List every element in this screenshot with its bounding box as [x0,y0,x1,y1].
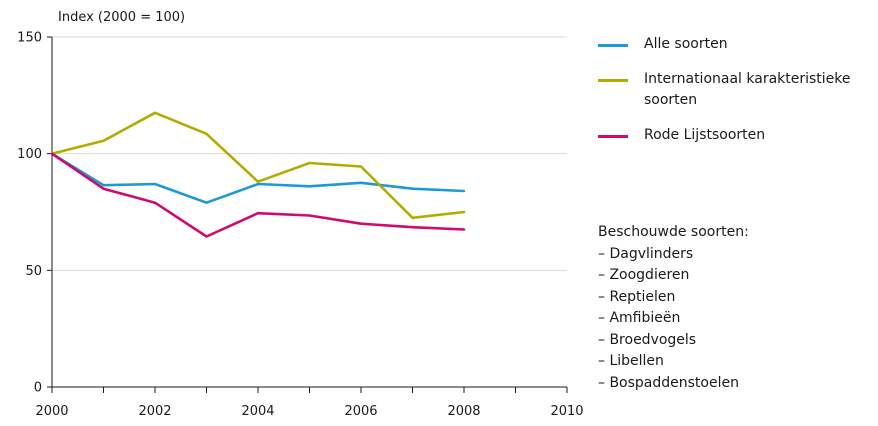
legend-label: Rode Lijstsoorten [644,127,766,143]
series-lines [50,111,466,238]
y-tick-label: 150 [17,31,42,46]
y-tick-label: 100 [17,147,42,162]
note-item: Libellen [598,351,749,373]
y-tick-label: 50 [25,264,42,279]
series-line-internationaal-karakteristieke-soorten [50,111,466,220]
series-line-alle-soorten [50,152,466,204]
note-item: Dagvlinders [598,244,749,266]
legend-item-internationaal: Internationaal karakteristieke soorten [598,69,878,111]
x-tick-label: 2004 [241,404,274,419]
legend-label: Alle soorten [644,36,728,52]
legend: Alle soorten Internationaal karakteristi… [598,34,878,160]
y-axis-label: Index (2000 = 100) [58,10,185,25]
note-item: Zoogdieren [598,265,749,287]
series-line-rode-lijstsoorten [50,152,466,238]
species-note: Beschouwde soorten: Dagvlinders Zoogdier… [598,222,749,394]
note-title: Beschouwde soorten: [598,224,749,240]
legend-label: Internationaal karakteristieke soorten [644,71,851,108]
x-tick-label: 2000 [35,404,68,419]
legend-swatch [598,79,628,82]
x-tick-label: 2010 [550,404,583,419]
note-item: Reptielen [598,287,749,309]
legend-item-alle-soorten: Alle soorten [598,34,878,55]
y-tick-label: 0 [34,381,42,396]
note-item: Bospaddenstoelen [598,373,749,395]
legend-item-rode-lijst: Rode Lijstsoorten [598,125,878,146]
x-tick-label: 2002 [138,404,171,419]
x-tick-label: 2006 [344,404,377,419]
axes: 0 50 100 150 2000 2002 2004 2006 2008 2010 [17,31,583,420]
gridlines [52,36,567,271]
note-item: Broedvogels [598,330,749,352]
legend-swatch [598,44,628,47]
note-item: Amfibieën [598,308,749,330]
x-tick-label: 2008 [447,404,480,419]
legend-swatch [598,135,628,138]
